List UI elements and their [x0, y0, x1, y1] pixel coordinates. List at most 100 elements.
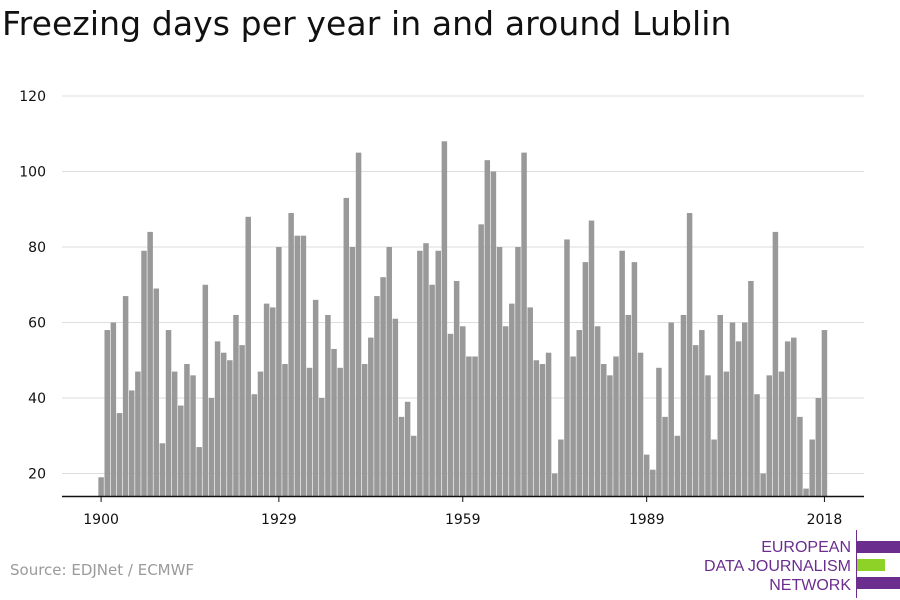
logo-bar-2 — [857, 559, 885, 571]
logo-text: EUROPEAN DATA JOURNALISM NETWORK — [704, 538, 851, 595]
bar-1952 — [417, 250, 423, 496]
bar-1966 — [502, 326, 509, 496]
bar-1995 — [680, 314, 687, 496]
x-tick-label-1959: 1959 — [445, 512, 481, 528]
bar-2014 — [797, 416, 803, 496]
y-tick-label-80: 80 — [28, 240, 46, 256]
bar-1911 — [165, 330, 172, 496]
bar-1904 — [122, 296, 129, 496]
bar-2010 — [772, 231, 779, 496]
bar-1923 — [239, 345, 245, 496]
bar-1920 — [220, 352, 227, 496]
bar-1984 — [613, 356, 619, 496]
bar-1958 — [453, 280, 460, 496]
bar-1982 — [601, 364, 607, 496]
bar-1925 — [251, 394, 258, 496]
bar-1916 — [196, 447, 202, 496]
x-tick-label-1989: 1989 — [629, 512, 665, 528]
bar-1990 — [650, 469, 656, 496]
bar-2000 — [711, 439, 717, 496]
bar-1967 — [509, 303, 515, 496]
bar-1936 — [319, 398, 325, 496]
bar-1989 — [643, 454, 650, 496]
logo-bar-3 — [857, 577, 900, 589]
bar-1968 — [515, 247, 521, 496]
bar-2009 — [766, 375, 773, 496]
y-axis-labels: 20 40 60 80 100 120 — [19, 89, 46, 483]
bar-1905 — [129, 390, 135, 496]
bar-1930 — [282, 364, 288, 496]
bar-1979 — [582, 262, 589, 496]
bar-1908 — [147, 231, 153, 496]
bar-1919 — [214, 341, 221, 496]
bar-1972 — [539, 364, 546, 496]
bar-2001 — [717, 314, 723, 496]
bar-1944 — [368, 337, 374, 496]
y-tick-label-100: 100 — [19, 165, 46, 181]
bar-1950 — [404, 401, 411, 496]
bar-1963 — [484, 160, 491, 497]
bar-1993 — [668, 322, 674, 496]
bar-1939 — [337, 367, 343, 496]
bar-1917 — [202, 284, 209, 496]
bar-2016 — [809, 439, 815, 496]
bar-1909 — [153, 288, 160, 496]
logo-divider — [856, 530, 857, 598]
bar-1915 — [190, 375, 196, 496]
bar-1983 — [607, 375, 613, 496]
bar-1924 — [245, 216, 251, 497]
bar-1997 — [692, 345, 699, 496]
bar-1933 — [300, 235, 307, 497]
bar-1954 — [429, 284, 435, 496]
bar-2018 — [821, 330, 828, 496]
bar-1994 — [674, 435, 681, 496]
bar-1957 — [447, 333, 454, 496]
bar-1975 — [558, 439, 564, 496]
bar-1932 — [294, 235, 301, 497]
bar-2006 — [748, 280, 754, 496]
bar-1947 — [386, 247, 392, 496]
bar-1956 — [441, 141, 448, 497]
bar-1959 — [460, 326, 466, 496]
bar-1942 — [355, 152, 362, 496]
bar-1926 — [257, 371, 264, 496]
source-note: Source: EDJNet / ECMWF — [10, 561, 195, 579]
x-tick-label-1929: 1929 — [261, 512, 297, 528]
bar-1949 — [398, 416, 405, 496]
bar-1940 — [343, 197, 350, 497]
bar-1991 — [656, 367, 662, 496]
edjnet-logo: EUROPEAN DATA JOURNALISM NETWORK — [704, 530, 900, 598]
bar-1965 — [496, 247, 503, 496]
bar-1962 — [478, 224, 484, 496]
bar-1951 — [410, 435, 417, 496]
y-tick-label-60: 60 — [28, 316, 46, 332]
x-tick-label-2018: 2018 — [807, 512, 843, 528]
bar-1977 — [570, 356, 576, 496]
bar-1922 — [233, 314, 239, 496]
bar-2004 — [735, 341, 742, 496]
bar-2002 — [723, 371, 730, 496]
bar-2007 — [754, 394, 760, 496]
bar-1987 — [631, 262, 638, 496]
bar-1996 — [686, 213, 693, 496]
bar-1969 — [521, 152, 527, 496]
bar-1955 — [435, 250, 441, 496]
logo-bar-1 — [857, 541, 900, 553]
bar-1931 — [288, 213, 294, 496]
bar-1913 — [178, 405, 184, 496]
bar-2011 — [778, 371, 785, 496]
bar-1907 — [141, 250, 147, 496]
bar-2003 — [729, 322, 736, 496]
bar-1938 — [331, 348, 337, 496]
x-axis: 1900 1929 1959 1989 2018 — [62, 495, 864, 528]
logo-line-3: NETWORK — [769, 577, 851, 594]
bar-1937 — [325, 314, 331, 496]
bar-1918 — [208, 398, 215, 496]
bar-1998 — [699, 330, 705, 496]
bar-1906 — [135, 371, 141, 496]
chart-title: Freezing days per year in and around Lub… — [2, 4, 732, 43]
bar-1934 — [306, 367, 313, 496]
bar-1976 — [564, 239, 570, 496]
bar-1961 — [472, 356, 478, 496]
